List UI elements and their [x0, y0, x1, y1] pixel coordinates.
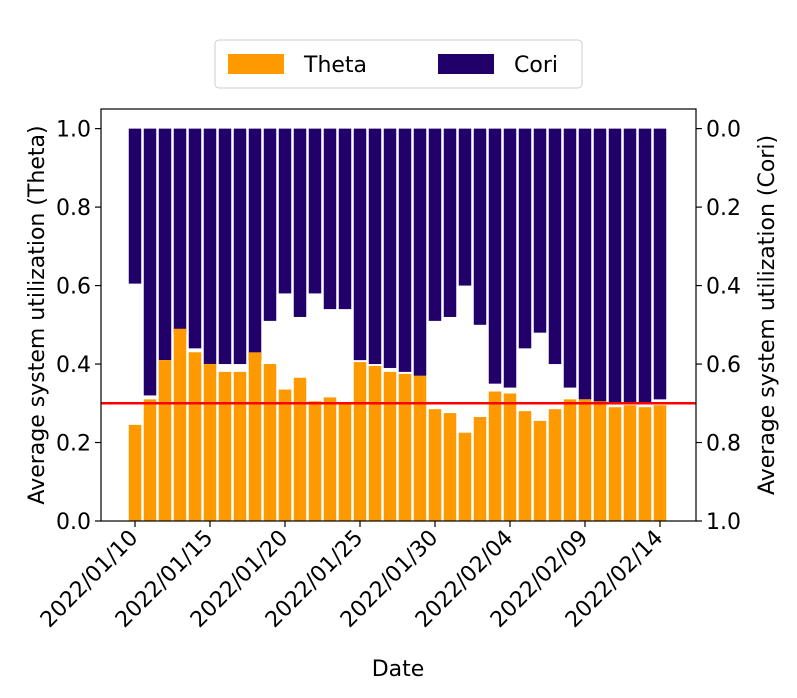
- bar-theta: [188, 352, 202, 521]
- plot-area: [101, 128, 696, 521]
- bar-theta: [338, 403, 352, 521]
- bar-cori: [143, 128, 157, 396]
- bar-cori: [293, 128, 307, 317]
- bar-cori: [173, 128, 187, 333]
- bar-cori: [278, 128, 292, 294]
- bar-theta: [233, 371, 247, 521]
- legend-frame: [214, 39, 583, 89]
- bar-cori: [323, 128, 337, 310]
- bar-cori: [233, 128, 247, 365]
- bar-cori: [128, 128, 142, 284]
- left-tick-label: 0.2: [56, 432, 91, 457]
- bar-cori: [518, 128, 532, 349]
- bar-theta: [503, 393, 517, 521]
- bar-theta: [593, 401, 607, 521]
- left-tick-label: 1.0: [56, 118, 91, 143]
- bar-cori: [308, 128, 322, 294]
- left-tick-label: 0.4: [56, 353, 91, 378]
- bar-cori: [653, 128, 667, 400]
- bar-theta: [563, 399, 577, 521]
- bar-cori: [203, 128, 217, 365]
- bar-theta: [623, 405, 637, 521]
- left-tick-label: 0.6: [56, 275, 91, 300]
- left-y-axis: 0.0 0.2 0.4 0.6 0.8 1.0: [56, 118, 101, 535]
- left-tick-label: 0.8: [56, 196, 91, 221]
- x-axis: 2022/01/102022/01/152022/01/202022/01/25…: [36, 521, 668, 633]
- bar-theta: [248, 352, 262, 521]
- legend-swatch-cori: [438, 54, 494, 74]
- bar-cori: [638, 128, 652, 404]
- bar-theta: [638, 407, 652, 521]
- bar-cori: [218, 128, 232, 365]
- legend-label-cori: Cori: [514, 53, 558, 78]
- right-tick-label: 0.8: [706, 432, 741, 457]
- right-tick-label: 0.0: [706, 118, 741, 143]
- bar-theta: [413, 375, 427, 521]
- bar-theta: [278, 389, 292, 521]
- legend-swatch-theta: [228, 54, 284, 74]
- bar-theta: [488, 391, 502, 521]
- bar-cori: [473, 128, 487, 325]
- bar-cori: [488, 128, 502, 384]
- x-axis-title: Date: [372, 657, 425, 682]
- bar-cori: [263, 128, 277, 321]
- bar-theta: [203, 364, 217, 521]
- bar-cori: [503, 128, 517, 388]
- bar-theta: [533, 420, 547, 521]
- bar-theta: [368, 366, 382, 521]
- right-y-axis-title: Average system utilization (Cori): [755, 135, 780, 495]
- bar-theta: [653, 405, 667, 521]
- bar-cori: [383, 128, 397, 368]
- bar-cori: [188, 128, 202, 349]
- bar-theta: [158, 360, 172, 521]
- bar-cori: [158, 128, 172, 361]
- bar-theta: [518, 411, 532, 521]
- bar-theta: [173, 328, 187, 521]
- bar-theta: [323, 397, 337, 521]
- bar-theta: [263, 364, 277, 521]
- bar-theta: [128, 424, 142, 521]
- legend: Theta Cori: [214, 39, 583, 89]
- right-tick-label: 0.2: [706, 196, 741, 221]
- bar-cori: [458, 128, 472, 286]
- bar-cori: [608, 128, 622, 404]
- bar-cori: [248, 128, 262, 361]
- bar-theta: [308, 401, 322, 521]
- left-tick-label: 0.0: [56, 510, 91, 535]
- bar-theta: [428, 409, 442, 521]
- bar-cori: [398, 128, 412, 372]
- bar-cori: [338, 128, 352, 310]
- bar-cori: [548, 128, 562, 365]
- bar-theta: [443, 413, 457, 521]
- bar-theta: [548, 409, 562, 521]
- bar-theta: [458, 432, 472, 521]
- right-tick-label: 0.4: [706, 275, 741, 300]
- bar-theta: [353, 362, 367, 521]
- legend-label-theta: Theta: [303, 53, 367, 78]
- bar-theta: [143, 399, 157, 521]
- bar-cori: [443, 128, 457, 317]
- bar-cori: [563, 128, 577, 388]
- bar-cori: [593, 128, 607, 404]
- bar-theta: [608, 407, 622, 521]
- bar-cori: [368, 128, 382, 365]
- right-tick-label: 1.0: [706, 510, 741, 535]
- right-y-axis: 0.0 0.2 0.4 0.6 0.8 1.0: [696, 118, 741, 535]
- bar-theta: [578, 399, 592, 521]
- bar-cori: [353, 128, 367, 361]
- bar-theta: [473, 417, 487, 521]
- axes-frame: [100, 108, 697, 522]
- bar-theta: [398, 373, 412, 521]
- bar-cori: [413, 128, 427, 376]
- bar-theta: [383, 371, 397, 521]
- bar-cori: [533, 128, 547, 333]
- bar-cori: [578, 128, 592, 400]
- bar-cori: [623, 128, 637, 404]
- bar-theta: [293, 377, 307, 521]
- left-y-axis-title: Average system utilization (Theta): [25, 125, 50, 504]
- bar-theta: [218, 371, 232, 521]
- bar-cori: [428, 128, 442, 321]
- right-tick-label: 0.6: [706, 353, 741, 378]
